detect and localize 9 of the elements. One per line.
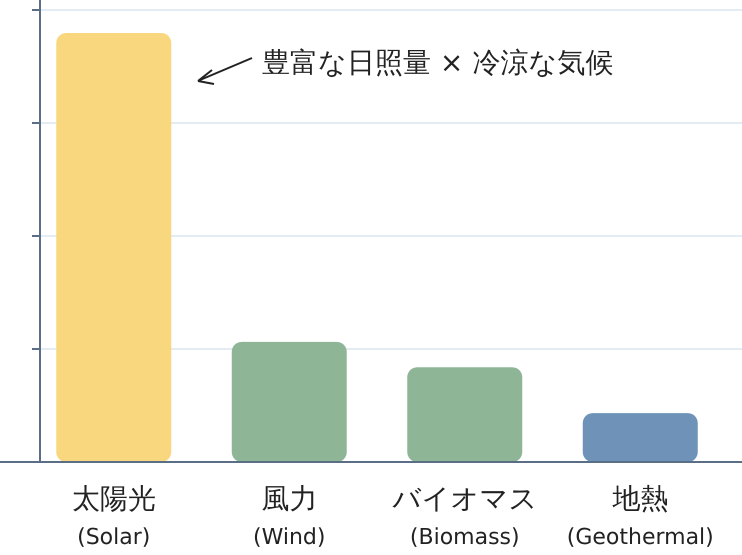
- bar: [407, 367, 522, 462]
- x-tick-label: 風力 (Wind): [253, 482, 326, 550]
- annotation: 豊富な日照量 × 冷涼な気候: [262, 46, 614, 79]
- bar: [56, 33, 172, 462]
- x-tick-label: 太陽光 (Solar): [72, 482, 156, 550]
- x-tick-label: 地熱 (Geothermal): [566, 482, 714, 550]
- bar: [582, 413, 698, 462]
- bar: [232, 342, 347, 462]
- x-tick-label: バイオマス (Biomass): [391, 482, 538, 550]
